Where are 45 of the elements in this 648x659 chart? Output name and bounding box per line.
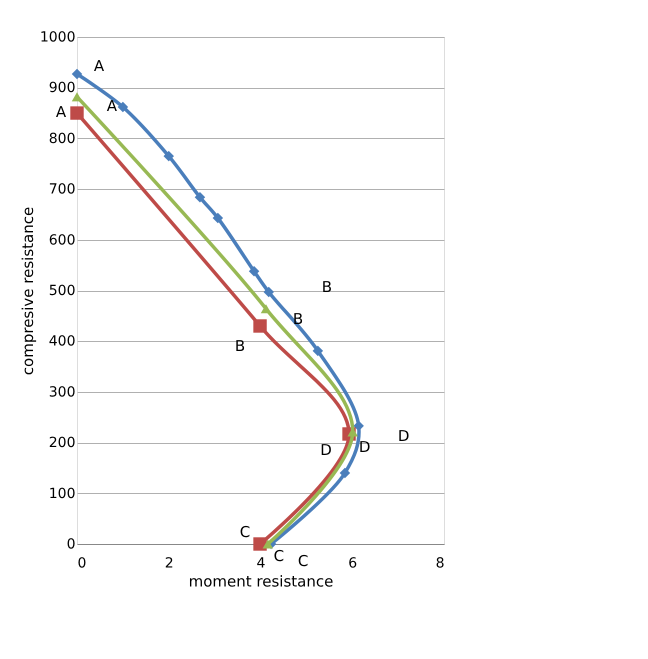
annotation: B xyxy=(234,336,246,355)
y-tick-label: 1000 xyxy=(40,30,76,46)
annotation: D xyxy=(358,438,370,456)
point xyxy=(353,420,364,432)
text: A xyxy=(56,103,67,122)
annotation: B xyxy=(292,310,304,328)
y-tick-label: 200 xyxy=(48,435,76,452)
point xyxy=(264,286,274,298)
annotation: D xyxy=(398,426,410,445)
y-tick-label: 900 xyxy=(48,80,76,96)
point xyxy=(118,102,128,112)
y-tick-label: 800 xyxy=(48,130,76,147)
point xyxy=(262,539,274,549)
y-tick-label: 500 xyxy=(48,283,76,299)
point xyxy=(72,68,82,80)
annotation: C xyxy=(240,523,250,541)
point xyxy=(253,319,267,333)
point xyxy=(312,346,324,356)
point xyxy=(260,304,272,314)
y-tick-label: 100 xyxy=(48,486,76,502)
y-tick-label: 700 xyxy=(48,182,76,198)
x-tick-label: 8 xyxy=(436,556,444,572)
y-tick-label: 300 xyxy=(48,384,76,400)
annotation: A xyxy=(94,57,105,76)
x-tick-label: 6 xyxy=(348,556,358,572)
y-tick-label: 0 xyxy=(66,536,76,552)
x-tick-label: 2 xyxy=(164,556,174,572)
y-tick-label: 400 xyxy=(48,334,76,350)
annotation: A xyxy=(106,96,118,115)
y-tick-label: 600 xyxy=(48,232,76,248)
annotation: D xyxy=(320,440,332,459)
point xyxy=(194,192,206,202)
x-tick-label: 4 xyxy=(256,556,266,572)
point xyxy=(164,150,174,162)
point xyxy=(340,468,350,478)
point xyxy=(248,266,260,276)
point xyxy=(212,212,224,224)
point xyxy=(70,106,84,120)
text: C xyxy=(298,552,308,570)
point xyxy=(253,537,267,551)
annotation: B xyxy=(322,278,332,296)
text: C xyxy=(274,547,284,565)
x-tick-label: 0 xyxy=(78,556,86,572)
x-axis-title: moment resistance xyxy=(188,572,334,590)
y-axis-title: compresive resistance xyxy=(18,206,37,376)
